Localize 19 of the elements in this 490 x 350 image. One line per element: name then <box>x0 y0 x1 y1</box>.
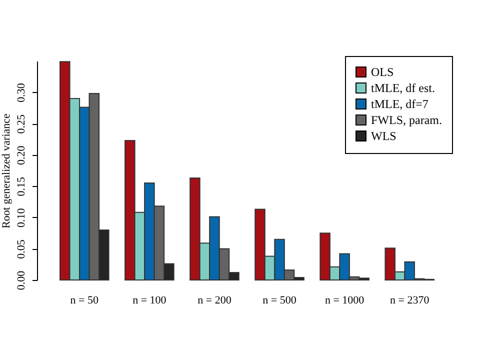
y-tick-label: 0.20 <box>16 145 28 165</box>
y-tick-label: 0.05 <box>16 239 28 259</box>
x-tick-label: n = 1000 <box>324 294 365 306</box>
legend-label: tMLE, df=7 <box>371 97 428 111</box>
x-tick-label: n = 100 <box>132 294 167 306</box>
y-tick-label: 0.00 <box>16 270 28 290</box>
x-tick-label: n = 50 <box>70 294 99 306</box>
y-tick-label: 0.10 <box>16 208 28 228</box>
legend-label: WLS <box>371 129 396 143</box>
x-tick-label: n = 2370 <box>390 294 430 306</box>
y-tick-label: 0.30 <box>16 82 28 102</box>
x-tick-label: n = 500 <box>262 294 297 306</box>
y-tick-label: 0.15 <box>16 176 28 196</box>
legend-label: FWLS, param. <box>371 113 442 127</box>
y-axis-title: Root generalized variance <box>0 113 12 228</box>
legend-label: tMLE, df est. <box>371 81 435 95</box>
y-tick-label: 0.25 <box>16 114 28 134</box>
legend-label: OLS <box>371 65 394 79</box>
x-tick-label: n = 200 <box>198 294 232 306</box>
